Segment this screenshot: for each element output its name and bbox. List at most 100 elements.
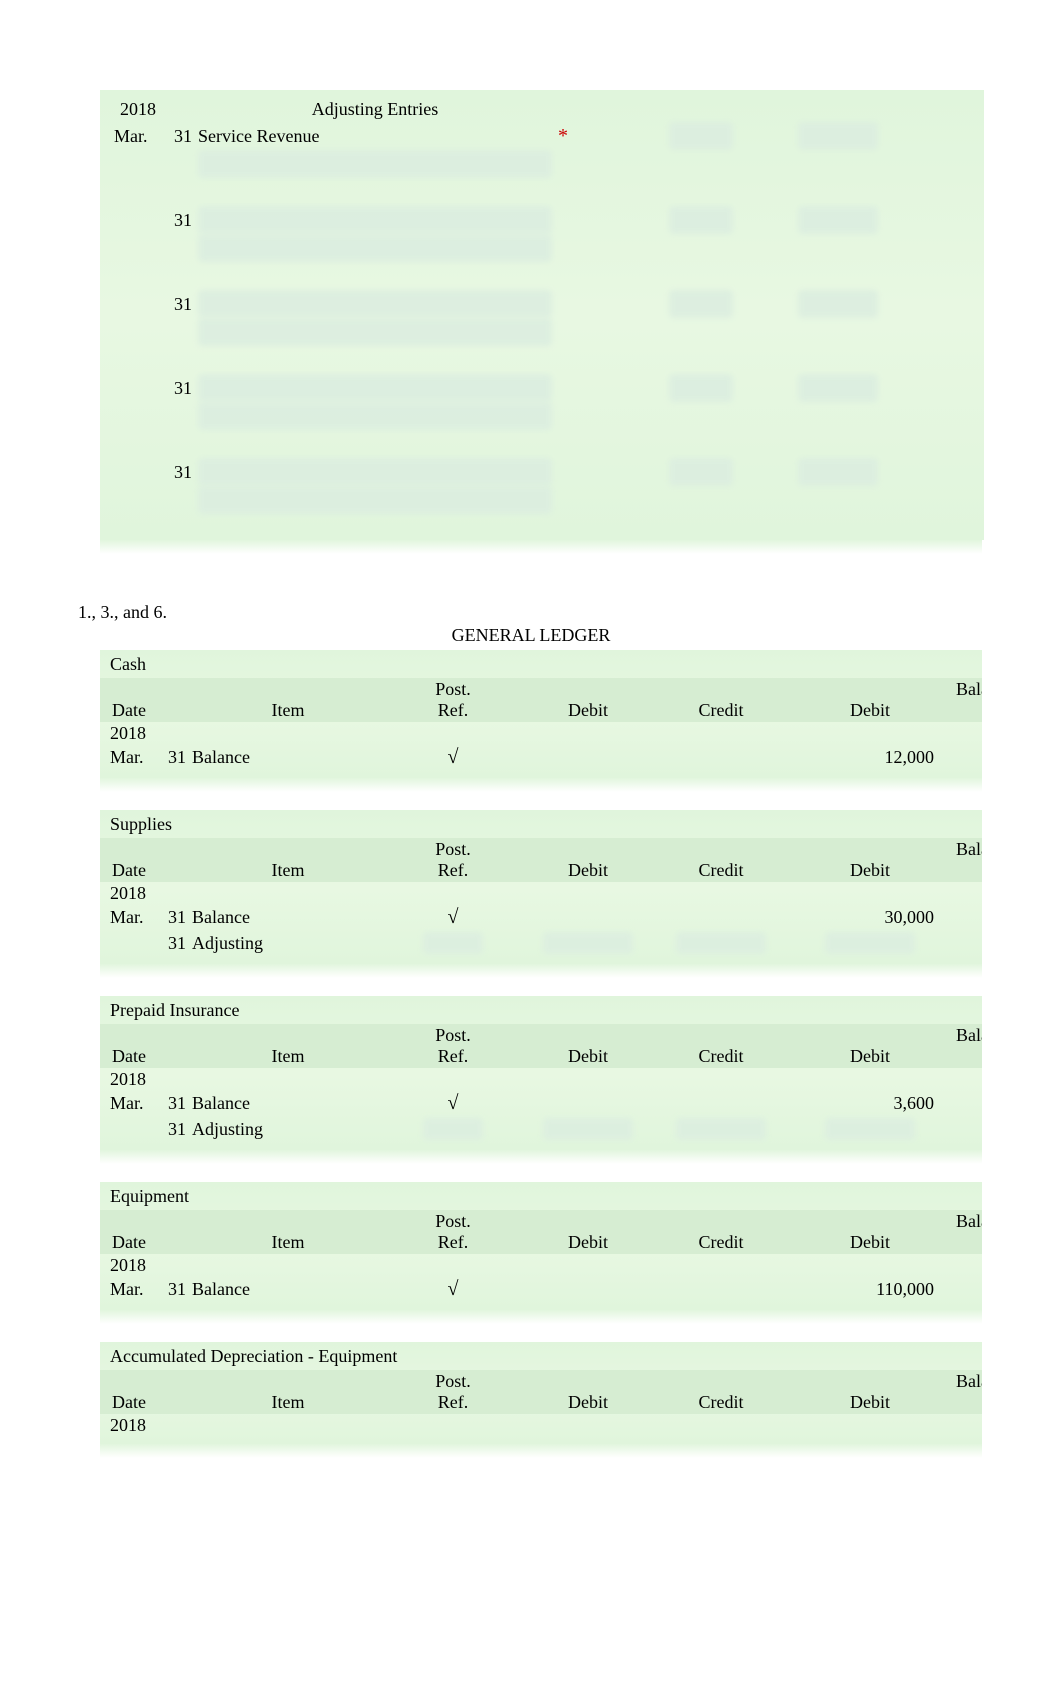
col-post-ref: Ref.: [384, 860, 522, 881]
ledger-item: Balance: [192, 747, 384, 768]
ledger-item: Adjusting: [192, 1119, 384, 1140]
journal-sub-row: [100, 402, 984, 436]
ledger-account: Prepaid InsurancePost.BalanDateItemRef.D…: [100, 996, 982, 1150]
journal-month: Mar.: [110, 126, 162, 147]
ledger-header-top: Post. Balan: [100, 1024, 982, 1046]
blurred-amount[interactable]: [669, 374, 733, 402]
journal-sub-row: [100, 234, 984, 268]
blurred-field[interactable]: [198, 290, 552, 318]
blurred-cell[interactable]: [543, 1118, 633, 1140]
blurred-cell[interactable]: [423, 932, 483, 954]
ledger-header-top: Post. Balan: [100, 678, 982, 700]
panel-fade: [100, 778, 982, 792]
col-balance-debit: Debit: [788, 1046, 952, 1067]
col-balance-top: Balan: [952, 679, 982, 700]
ledger-day: 31: [152, 1093, 192, 1114]
ledger-section-header: 1., 3., and 6.: [0, 578, 1062, 627]
blurred-cell[interactable]: [423, 1118, 483, 1140]
blurred-field[interactable]: [198, 374, 552, 402]
col-debit: Debit: [522, 1392, 654, 1413]
blurred-field[interactable]: [198, 234, 552, 262]
blurred-field[interactable]: [198, 402, 552, 430]
col-post-top: Post.: [384, 679, 522, 700]
blurred-amount[interactable]: [798, 458, 878, 486]
account-name: Supplies: [100, 814, 982, 838]
journal-sub-row: [100, 150, 984, 184]
col-balance-debit: Debit: [788, 860, 952, 881]
col-date: Date: [100, 1232, 192, 1253]
col-post-top: Post.: [384, 1371, 522, 1392]
col-debit: Debit: [522, 1232, 654, 1253]
ledger-ref: √: [384, 746, 522, 769]
section-number-label: 1., 3., and 6.: [78, 602, 167, 623]
ledger-item: Balance: [192, 907, 384, 928]
ledger-day: 31: [152, 907, 192, 928]
blurred-amount[interactable]: [798, 122, 878, 150]
journal-day: 31: [162, 462, 198, 483]
ledger-account: EquipmentPost.BalanDateItemRef.DebitCred…: [100, 1182, 982, 1310]
col-debit: Debit: [522, 860, 654, 881]
blurred-amount[interactable]: [798, 374, 878, 402]
col-credit: Credit: [654, 1392, 788, 1413]
blurred-field[interactable]: [198, 318, 552, 346]
blurred-cell[interactable]: [825, 1118, 915, 1140]
account-name: Equipment: [100, 1186, 982, 1210]
ledger-month: Mar.: [100, 1279, 152, 1300]
ledger-item: Adjusting: [192, 933, 384, 954]
adjusting-entries-panel: 2018 Adjusting Entries Mar. 31 Service R…: [100, 90, 984, 540]
blurred-amount[interactable]: [798, 290, 878, 318]
blurred-amount[interactable]: [798, 206, 878, 234]
account-name: Cash: [100, 654, 982, 678]
col-post-top: Post.: [384, 1025, 522, 1046]
panel-fade: [100, 964, 982, 978]
ledger-header-bottom: DateItemRef.DebitCreditDebit: [100, 1046, 982, 1068]
journal-day: 31: [162, 294, 198, 315]
blurred-field[interactable]: [198, 206, 552, 234]
ledger-header-bottom: DateItemRef.DebitCreditDebit: [100, 700, 982, 722]
ledger-day: 31: [152, 933, 192, 954]
ledger-row: Mar.31Balance√30,000: [100, 904, 982, 930]
col-balance-top: Balan: [952, 1025, 982, 1046]
col-date: Date: [100, 700, 192, 721]
ledger-year-row: 2018: [100, 882, 982, 904]
journal-row: Mar. 31 Service Revenue *: [100, 122, 984, 148]
ledger-year-row: 2018: [100, 1414, 982, 1436]
ledger-year: 2018: [100, 723, 152, 744]
col-item: Item: [192, 860, 384, 881]
ledger-row: Mar.31Balance√110,000: [100, 1276, 982, 1302]
blurred-amount[interactable]: [669, 458, 733, 486]
ledger-balance-debit: 30,000: [788, 907, 952, 928]
ledger-year: 2018: [100, 1415, 152, 1436]
col-credit: Credit: [654, 1232, 788, 1253]
ledger-header-top: Post.Balan: [100, 1370, 982, 1392]
blurred-amount[interactable]: [669, 122, 733, 150]
blurred-field[interactable]: [198, 458, 552, 486]
col-post-ref: Ref.: [384, 1232, 522, 1253]
col-credit: Credit: [654, 860, 788, 881]
blurred-cell[interactable]: [825, 932, 915, 954]
blurred-amount[interactable]: [669, 290, 733, 318]
col-balance-debit: Debit: [788, 1392, 952, 1413]
adjusting-entries-title: Adjusting Entries: [198, 99, 552, 120]
col-date: Date: [100, 1392, 192, 1413]
col-item: Item: [192, 1392, 384, 1413]
blurred-field[interactable]: [198, 150, 552, 178]
ledger-ref: √: [384, 1278, 522, 1301]
blurred-cell[interactable]: [676, 932, 766, 954]
ledger-day: 31: [152, 1279, 192, 1300]
ledger-day: 31: [152, 1119, 192, 1140]
journal-day: 31: [162, 126, 198, 147]
ledger-year: 2018: [100, 1255, 152, 1276]
col-item: Item: [192, 1046, 384, 1067]
ledger-item: Balance: [192, 1093, 384, 1114]
ledger-header-top: Post.Balan: [100, 838, 982, 860]
blurred-amount[interactable]: [669, 206, 733, 234]
blurred-field[interactable]: [198, 486, 552, 514]
ledger-account: Accumulated Depreciation - EquipmentPost…: [100, 1342, 982, 1444]
ledger-header-bottom: DateItemRef.DebitCreditDebit: [100, 1392, 982, 1414]
blurred-cell[interactable]: [676, 1118, 766, 1140]
ledger-balance-debit: 110,000: [788, 1279, 952, 1300]
blurred-cell[interactable]: [543, 932, 633, 954]
col-item: Item: [192, 1232, 384, 1253]
col-post-ref: Ref.: [384, 700, 522, 721]
